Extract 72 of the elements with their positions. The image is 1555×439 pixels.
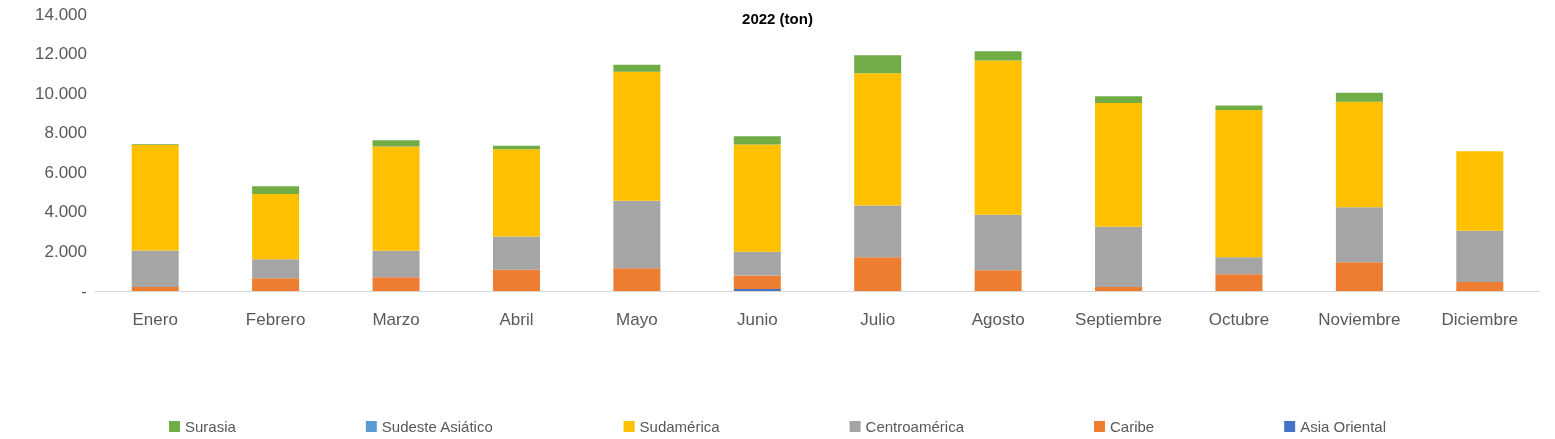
x-tick-label: Agosto	[971, 310, 1025, 329]
x-tick-label: Julio	[860, 310, 896, 329]
chart-title: 2022 (ton)	[742, 10, 813, 27]
x-tick-label: Mayo	[616, 310, 658, 329]
y-tick-label: -	[81, 281, 87, 301]
bar	[1335, 101, 1383, 208]
x-tick-label: Noviembre	[1318, 310, 1401, 329]
bar	[492, 236, 540, 270]
bar	[733, 136, 781, 145]
x-tick-label: Junio	[736, 310, 778, 329]
y-tick-label: 8.000	[44, 123, 87, 143]
bar	[1095, 96, 1143, 104]
bar	[131, 144, 179, 251]
legend-label: Caribe	[1109, 418, 1155, 435]
bar	[974, 51, 1022, 61]
x-tick-label: Octubre	[1208, 310, 1270, 329]
bar	[1215, 257, 1263, 275]
bar	[372, 140, 420, 147]
bar	[854, 55, 902, 74]
bar	[854, 257, 902, 291]
bar	[372, 277, 420, 291]
bar	[1215, 109, 1263, 258]
x-tick-label: Septiembre	[1075, 310, 1163, 329]
bar	[372, 146, 420, 251]
bar	[974, 214, 1022, 271]
bar	[733, 251, 781, 276]
x-tick-label: Marzo	[372, 310, 420, 329]
bar	[613, 200, 661, 269]
bar	[613, 268, 661, 291]
legend-label: Centroamérica	[865, 418, 965, 435]
x-tick-label: Diciembre	[1441, 310, 1519, 329]
bar	[492, 149, 540, 237]
bar	[613, 64, 661, 72]
legend-label: Sudamérica	[639, 418, 721, 435]
bar	[1215, 105, 1263, 110]
bar	[974, 270, 1022, 291]
x-tick-label: Enero	[132, 310, 178, 329]
bar	[1335, 92, 1383, 102]
y-tick-label: 6.000	[44, 162, 87, 182]
y-tick-label: 4.000	[44, 202, 87, 222]
bar	[1215, 274, 1263, 291]
y-tick-label: 10.000	[35, 83, 87, 103]
bar	[1095, 287, 1143, 291]
legend-label: Sudeste Asiático	[381, 418, 493, 435]
bar	[1456, 282, 1504, 291]
bar	[131, 250, 179, 288]
bar	[733, 144, 781, 252]
bar	[974, 60, 1022, 215]
bar	[252, 259, 300, 279]
y-tick-label: 2.000	[44, 241, 87, 261]
x-tick-label: Abril	[499, 310, 534, 329]
y-tick-label: 12.000	[35, 44, 87, 64]
bar	[252, 278, 300, 291]
bar	[1095, 103, 1143, 227]
x-tick-label: Febrero	[245, 310, 306, 329]
bar	[613, 71, 661, 201]
bar	[1456, 151, 1504, 231]
bar	[131, 287, 179, 291]
y-tick-label: 14.000	[35, 4, 87, 24]
bar	[1335, 262, 1383, 291]
bar	[372, 250, 420, 278]
bar	[854, 205, 902, 258]
bar	[252, 194, 300, 260]
bar	[1456, 230, 1504, 283]
bar	[252, 186, 300, 195]
bar	[1095, 226, 1143, 288]
bar	[1335, 207, 1383, 263]
bar	[733, 275, 781, 290]
bar	[854, 73, 902, 206]
legend-label: Asia Oriental	[1300, 418, 1387, 435]
legend-label: Surasia	[184, 418, 237, 435]
bar	[492, 269, 540, 291]
